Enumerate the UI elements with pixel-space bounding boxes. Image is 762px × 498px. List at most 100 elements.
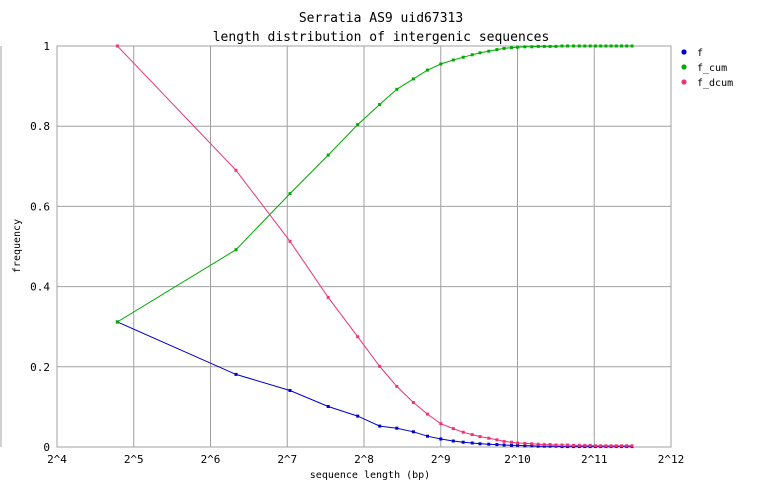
data-point — [516, 443, 520, 447]
data-point — [588, 443, 592, 447]
data-point — [378, 103, 382, 106]
data-point — [614, 444, 618, 448]
data-point — [356, 123, 360, 127]
data-point — [470, 433, 474, 437]
data-point — [609, 444, 613, 448]
data-point — [495, 48, 499, 52]
legend-label: f — [697, 48, 703, 59]
data-point — [426, 412, 429, 416]
data-point — [548, 44, 552, 48]
data-point — [288, 239, 292, 243]
data-point — [451, 58, 455, 62]
data-point — [478, 435, 482, 439]
y-tick-labels: 0 0.2 0.4 0.6 0.8 1 — [30, 40, 50, 454]
data-point — [439, 437, 443, 441]
data-point — [411, 401, 415, 404]
data-point — [411, 430, 415, 434]
series-f — [115, 320, 634, 449]
data-point — [554, 44, 558, 48]
data-point — [356, 335, 360, 339]
data-point — [530, 45, 534, 49]
legend-marker — [681, 79, 687, 85]
x-tick-label: 2^12 — [658, 453, 685, 466]
data-point — [426, 434, 429, 438]
series-line-f — [117, 321, 632, 448]
data-point — [604, 444, 608, 448]
data-point — [625, 444, 629, 448]
data-point — [470, 53, 474, 57]
data-point — [630, 444, 634, 448]
data-point — [599, 444, 603, 448]
data-point — [378, 424, 382, 428]
legend-marker — [681, 49, 687, 55]
data-point — [115, 44, 119, 48]
x-tick-label: 2^5 — [124, 453, 144, 466]
y-tick-label: 0.8 — [30, 120, 50, 133]
data-point — [395, 87, 399, 91]
data-point — [510, 440, 513, 444]
series-line-f-cum — [117, 45, 632, 323]
data-point — [577, 443, 581, 447]
legend-item-f-dcum: f_dcum — [681, 78, 733, 89]
data-point — [566, 443, 570, 447]
series-line-f-dcum — [117, 45, 632, 447]
data-point — [583, 443, 587, 447]
data-point — [234, 248, 238, 252]
x-axis-label: sequence length (bp) — [310, 470, 430, 481]
data-point — [560, 44, 564, 48]
data-point — [516, 441, 520, 445]
x-tick-labels: 2^4 2^5 2^6 2^7 2^8 2^9 2^10 2^11 2^12 — [47, 453, 684, 466]
series-f-cum — [115, 44, 634, 324]
legend-item-f-cum: f_cum — [681, 63, 727, 74]
data-point — [502, 443, 506, 447]
data-point — [523, 441, 527, 445]
data-point — [542, 444, 546, 448]
data-point — [516, 45, 520, 49]
data-point — [461, 430, 465, 434]
data-point — [326, 405, 330, 408]
data-point — [572, 443, 576, 447]
data-point — [523, 45, 527, 49]
data-point — [288, 389, 292, 392]
x-tick-label: 2^8 — [354, 453, 374, 466]
data-point — [530, 442, 534, 446]
data-point — [630, 44, 634, 48]
data-point — [495, 438, 499, 442]
y-axis-label: frequency — [12, 219, 23, 273]
data-point — [461, 55, 465, 59]
data-point — [395, 384, 399, 388]
data-point — [577, 44, 581, 48]
data-point — [620, 44, 623, 48]
data-point — [536, 442, 540, 446]
data-point — [560, 443, 564, 447]
x-tick-label: 2^11 — [581, 453, 608, 466]
data-point — [115, 320, 119, 324]
data-point — [542, 44, 546, 48]
data-point — [487, 49, 491, 53]
legend-marker — [681, 64, 687, 70]
data-point — [588, 44, 592, 48]
series-f-dcum — [115, 44, 634, 448]
data-point — [502, 439, 506, 443]
series-layer — [115, 44, 634, 449]
data-point — [566, 445, 570, 449]
data-point — [572, 44, 576, 48]
y-tick-label: 0 — [43, 441, 50, 454]
data-point — [395, 426, 399, 430]
data-point — [510, 46, 513, 50]
y-tick-label: 0.2 — [30, 361, 50, 374]
data-point — [326, 295, 330, 299]
data-point — [470, 441, 474, 445]
data-point — [510, 443, 513, 447]
data-point — [495, 443, 499, 447]
data-point — [625, 44, 629, 48]
data-point — [411, 77, 415, 81]
data-point — [583, 44, 587, 48]
data-point — [378, 364, 382, 368]
data-point — [548, 443, 552, 447]
data-point — [609, 44, 613, 48]
data-point — [234, 168, 238, 172]
y-tick-label: 0.6 — [30, 200, 50, 213]
data-point — [599, 44, 603, 48]
